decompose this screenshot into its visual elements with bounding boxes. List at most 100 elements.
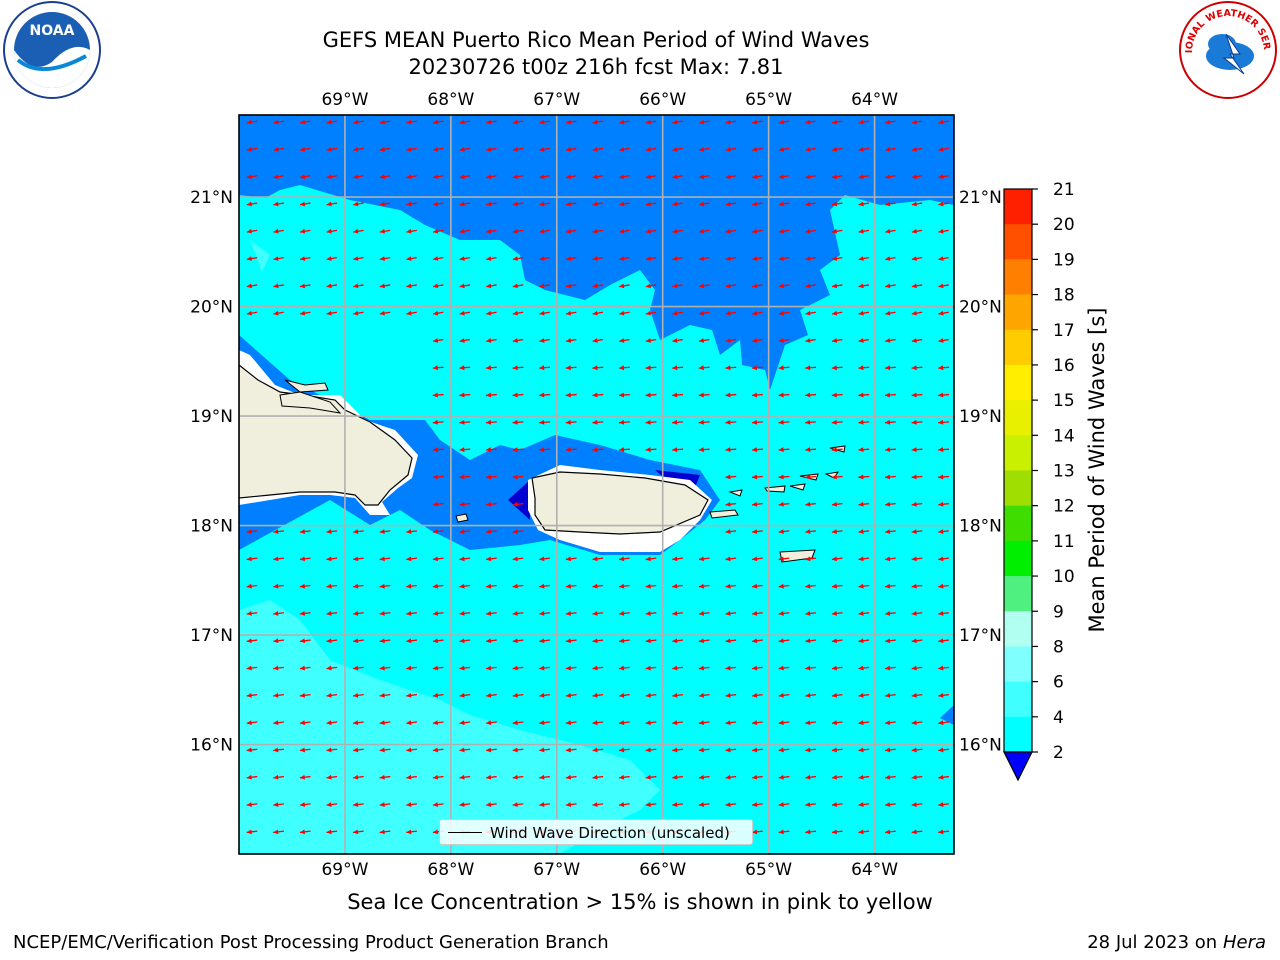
wave-arrow [805,419,817,425]
wave-arrow [512,174,524,180]
wave-arrow [353,119,364,125]
wave-arrow [565,720,577,726]
wave-arrow [885,720,896,726]
wave-arrow [858,529,870,534]
wave-arrow [246,611,258,616]
wave-arrow [698,638,710,644]
wave-arrow [326,720,338,726]
wave-arrow [246,665,258,671]
wave-arrow [565,338,577,343]
wave-arrow [725,365,737,371]
wave-arrow [432,283,444,289]
wave-arrow [858,556,870,562]
wave-arrow [406,201,417,207]
wave-arrow [432,774,444,780]
wave-arrow [778,747,790,753]
wave-arrow [565,447,577,453]
footer-credit: NCEP/EMC/Verification Post Processing Pr… [13,932,609,953]
wave-arrow [565,201,577,207]
wave-arrow [486,638,497,644]
wave-arrow [353,611,364,616]
wave-arrow [885,201,896,207]
wave-arrow [805,201,816,207]
wave-arrow [512,583,524,589]
wave-arrow [273,638,284,644]
wave-arrow [406,583,417,589]
wave-arrow [592,611,604,616]
wave-arrow [778,692,790,698]
wave-arrow [592,720,604,726]
wave-arrow [911,256,923,261]
wave-arrow [406,665,417,671]
wave-arrow [884,474,896,480]
wave-arrow [938,283,949,289]
wave-arrow [512,338,524,343]
wave-arrow [353,829,364,835]
wave-arrow [512,611,524,616]
wave-arrow [486,147,497,152]
wave-arrow [326,228,338,234]
wave-arrow [459,556,471,562]
wave-arrow [938,365,950,371]
wave-arrow [459,256,471,261]
wave-arrow [619,147,630,152]
wave-arrow [858,720,870,726]
wave-arrow [432,529,444,534]
colorbar-tick-label: 2 [1053,743,1064,763]
wave-arrow [938,638,949,644]
wave-arrow [938,119,949,125]
wave-arrow [246,529,258,534]
wave-arrow [326,747,338,753]
wave-arrow [512,556,524,562]
longitude-labels: 69°W 69°W 68°W 68°W 67°W 67°W 66°W 66°W 65°W 65°W… [321,90,898,880]
wave-arrow [299,829,311,835]
wave-arrow [831,474,843,480]
wave-arrow [299,529,311,534]
wave-arrow [805,638,816,644]
wave-arrow [539,338,550,343]
wave-arrow [486,119,497,125]
wave-arrow [831,501,843,507]
wave-arrow [486,802,497,807]
wave-arrow [938,474,950,480]
nws-logo-icon: NATIONAL WEATHER SERVICE [1178,0,1277,99]
wave-arrow [911,556,923,562]
wave-arrow [938,147,949,152]
wave-arrow [885,638,896,644]
wave-arrow [565,583,577,589]
colorbar-tick-label: 10 [1053,567,1075,587]
wave-arrow [778,119,790,125]
wave-arrow [406,174,417,180]
wave-arrow [353,174,364,180]
wave-arrow [326,256,338,261]
wave-arrow [885,338,896,343]
wave-arrow [858,419,870,425]
wave-arrow [299,611,311,616]
wave-arrow [379,174,391,180]
wave-arrow [805,501,816,507]
wave-arrow [459,802,471,807]
wave-arrow [752,556,763,562]
wave-arrow [299,228,311,234]
wave-arrow [831,638,843,644]
wave-arrow [512,228,524,234]
wave-arrow [911,338,923,343]
wave-arrow [246,692,258,698]
wave-arrow [619,665,630,671]
wave-arrow [539,720,550,726]
wave-arrow [938,556,949,562]
colorbar-tick-label: 20 [1053,215,1075,235]
wave-arrow [246,802,258,807]
wave-arrow [752,692,763,698]
wave-arrow [751,447,763,453]
wave-arrow [858,747,870,753]
wave-arrow [406,256,417,261]
wave-arrow [672,392,684,398]
wave-arrow [592,583,604,589]
lon-label-bottom: 66°W [639,860,686,880]
wave-arrow [858,228,870,234]
wave-arrow [432,665,444,671]
wave-arrow [645,611,657,616]
wave-arrow [778,720,790,726]
